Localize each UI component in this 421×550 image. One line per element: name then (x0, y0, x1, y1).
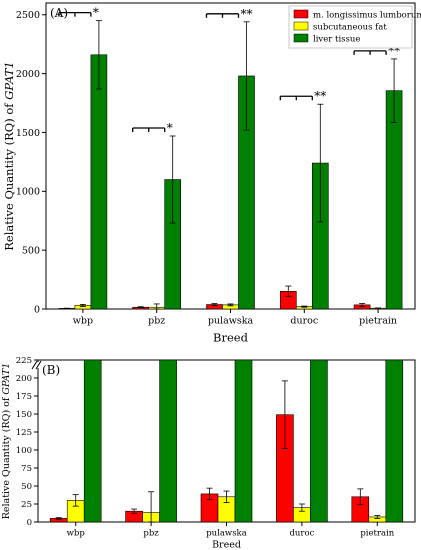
legend-swatch-2 (293, 33, 309, 43)
x-tick-label: duroc (289, 529, 314, 539)
x-tick-label: wbp (67, 529, 86, 539)
x-axis-label: Breed (212, 540, 241, 550)
y-axis-label: Relative Quantity (RQ) of GPAT1 (1, 363, 12, 520)
x-tick-label: duroc (290, 316, 318, 327)
y-tick-label: 175 (16, 392, 32, 402)
significance-marker: ** (241, 7, 253, 21)
x-tick-label: pietrain (359, 316, 397, 327)
bar-2 (159, 359, 177, 523)
y-axis-label-prefix: Relative Quantity (RQ) of (2, 100, 16, 251)
y-tick-label: 2500 (16, 10, 40, 21)
y-tick-label: 150 (16, 410, 32, 420)
legend-swatch-1 (293, 21, 309, 31)
y-tick-label: 2000 (16, 69, 40, 80)
y-tick-label: 25 (21, 500, 32, 510)
y-axis-label: Relative Quantity (RQ) of GPAT1 (2, 61, 16, 251)
y-tick-label: 200 (16, 374, 32, 384)
axis-break-mark (35, 360, 42, 370)
bar-2 (83, 359, 102, 523)
x-tick-label: pietrain (360, 529, 394, 539)
y-axis-label-gene: GPAT1 (1, 363, 12, 395)
y-tick-label: 0 (34, 304, 40, 315)
y-tick-label: 100 (16, 446, 32, 456)
legend-box (288, 5, 413, 49)
bar-2 (310, 359, 328, 523)
y-tick-label: 225 (16, 356, 32, 366)
bar-2 (385, 90, 403, 310)
y-tick-label: 125 (16, 428, 32, 438)
significance-marker: * (167, 121, 173, 135)
panel-b-chart: 0 25 50 75 100 125 150 175 200 225 wbp pbz pulawska d… (1, 356, 416, 550)
bar-2 (385, 359, 404, 523)
axis-break-mark (31, 360, 38, 370)
y-tick-label: 0 (27, 518, 32, 528)
legend-entry-1: subcutaneous fat (313, 23, 387, 33)
legend-swatch-0 (293, 9, 309, 19)
panel-label: (A) (50, 6, 68, 20)
x-tick-label: wbp (73, 316, 93, 327)
bar-2 (234, 359, 253, 523)
legend-entry-2: liver tissue (313, 35, 360, 45)
x-tick-label: pbz (143, 529, 159, 539)
y-tick-label: 50 (21, 482, 32, 492)
x-tick-label: pbz (148, 316, 165, 327)
x-tick-label: pulawska (208, 316, 254, 327)
y-tick-label: 500 (22, 245, 40, 256)
x-axis-label: Breed (213, 331, 249, 345)
bar-2 (90, 54, 108, 310)
y-tick-label: 75 (21, 464, 32, 474)
y-axis-label-prefix: Relative Quantity (RQ) of (1, 395, 12, 520)
panel-label: (B) (42, 363, 60, 377)
x-tick-label: pulawska (206, 529, 247, 539)
y-axis-label-gene: GPAT1 (2, 61, 16, 100)
significance-marker: * (93, 6, 99, 20)
y-tick-label: 1500 (16, 128, 40, 139)
panel-a-chart: 0 500 1000 1500 2000 2500 wbp * pbz * pulawska ** du… (2, 2, 421, 345)
significance-marker: ** (314, 89, 326, 103)
legend-entry-0: m. longissimus lumborum (313, 11, 421, 21)
y-tick-label: 1000 (16, 187, 40, 198)
